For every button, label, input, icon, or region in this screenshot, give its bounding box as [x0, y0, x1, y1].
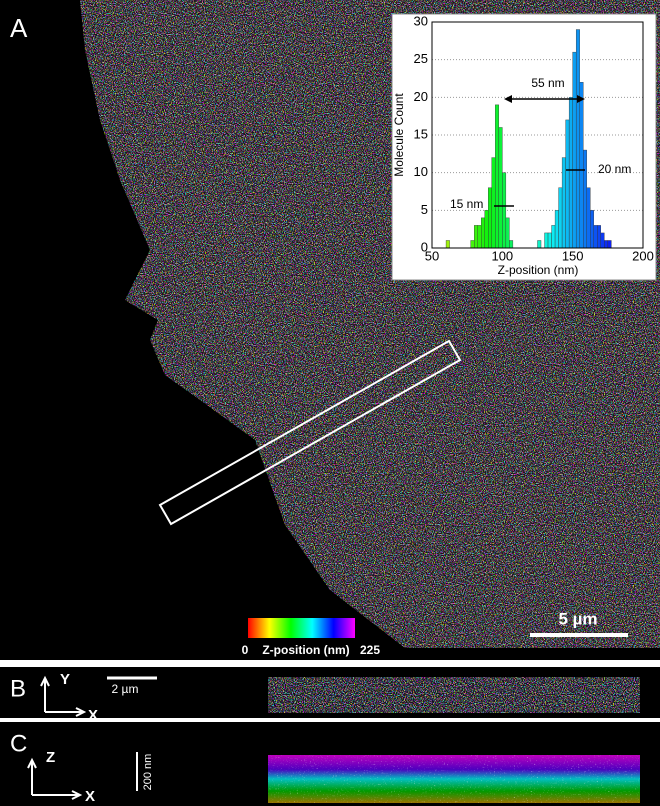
x-axis-label: Z-position (nm)	[498, 263, 579, 277]
bar	[509, 240, 514, 249]
bar	[502, 172, 507, 249]
x-tick-label: 200	[632, 248, 654, 263]
y-tick-label: 15	[414, 126, 428, 141]
panel-label: A	[10, 13, 28, 43]
scale-label: 5 µm	[558, 609, 597, 628]
bar	[474, 225, 478, 249]
bar	[491, 157, 496, 249]
y-axis-label: Molecule Count	[392, 93, 406, 177]
annotation: 55 nm	[531, 76, 564, 90]
bar	[554, 210, 559, 249]
bar	[445, 240, 450, 249]
colorbar-min: 0	[242, 643, 249, 657]
bar	[488, 187, 492, 249]
plot-frame	[431, 21, 644, 249]
bar	[561, 157, 566, 249]
section-xy-noise	[268, 677, 640, 713]
bar	[481, 217, 485, 249]
bar	[470, 240, 475, 249]
scale-label: 200 nm	[142, 754, 154, 791]
bar	[477, 225, 482, 249]
selection-box	[158, 339, 462, 526]
bar	[597, 225, 601, 249]
arrowhead	[577, 95, 585, 103]
panel-label: C	[10, 730, 27, 757]
bar	[495, 104, 500, 249]
axes-icon	[27, 757, 83, 800]
inset-bg	[391, 13, 657, 281]
bar	[537, 240, 542, 249]
axis-label: X	[88, 707, 98, 724]
section-xz-noise	[268, 755, 640, 803]
panel-label: B	[10, 675, 26, 702]
bar	[498, 127, 503, 249]
annotation: 15 nm	[450, 197, 483, 211]
scale-label: 2 µm	[112, 682, 139, 696]
colorbar-max: 225	[360, 643, 380, 657]
bar	[544, 232, 549, 249]
axis-label: X	[85, 788, 95, 805]
arrowhead	[504, 95, 512, 103]
x-tick-label: 150	[562, 248, 584, 263]
bar	[607, 240, 612, 249]
bar	[583, 149, 587, 249]
bar	[484, 210, 489, 249]
x-tick-label: 100	[491, 248, 513, 263]
bar	[505, 217, 510, 249]
axis-label: Z	[46, 749, 55, 766]
bar	[551, 225, 556, 249]
colorbar-label: Z-position (nm)	[262, 643, 349, 657]
bar	[575, 29, 580, 249]
histogram: 0 5 10 15 20 25 30 50 100 150 200	[414, 13, 654, 263]
y-tick-label: 5	[421, 202, 428, 217]
axes-icon	[40, 675, 87, 717]
bar	[586, 187, 591, 249]
y-tick-label: 20	[414, 89, 428, 104]
axis-label: Y	[60, 671, 70, 688]
bar	[565, 119, 570, 249]
bar	[547, 232, 552, 249]
bar	[568, 97, 573, 249]
bar	[604, 240, 609, 249]
y-tick-label: 0	[421, 239, 428, 254]
colorbar	[248, 618, 355, 638]
x-tick-label: 50	[425, 248, 439, 263]
bar	[593, 225, 598, 249]
bar	[558, 187, 563, 249]
y-tick-label: 10	[414, 164, 428, 179]
bar	[600, 232, 605, 249]
bar	[579, 82, 584, 249]
annotation: 20 nm	[598, 162, 631, 176]
bar	[572, 51, 577, 249]
y-tick-label: 30	[414, 13, 428, 28]
y-tick-label: 25	[414, 51, 428, 66]
bar	[590, 210, 594, 249]
